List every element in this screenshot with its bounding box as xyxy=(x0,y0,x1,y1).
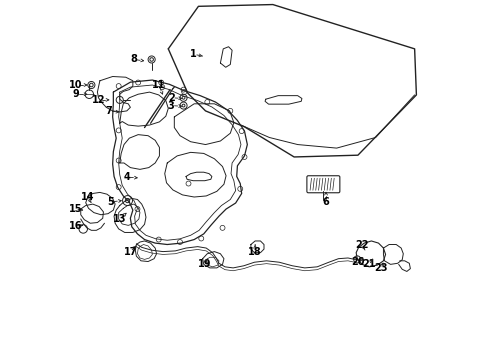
Text: 15: 15 xyxy=(69,204,82,214)
Text: 8: 8 xyxy=(130,54,137,64)
Text: 5: 5 xyxy=(107,197,114,207)
Text: 2: 2 xyxy=(168,93,175,103)
Text: 3: 3 xyxy=(167,100,174,111)
Text: 18: 18 xyxy=(248,247,262,257)
Text: 14: 14 xyxy=(81,192,94,202)
Text: 6: 6 xyxy=(322,197,329,207)
Text: 20: 20 xyxy=(350,257,364,267)
Text: 19: 19 xyxy=(198,259,211,269)
Text: 7: 7 xyxy=(105,106,112,116)
Text: 11: 11 xyxy=(152,80,165,90)
Text: 10: 10 xyxy=(69,80,82,90)
Text: 13: 13 xyxy=(113,214,126,224)
Text: 1: 1 xyxy=(189,49,196,59)
Text: 22: 22 xyxy=(355,239,368,249)
Text: 21: 21 xyxy=(362,259,375,269)
Text: 12: 12 xyxy=(92,95,105,105)
Text: 16: 16 xyxy=(69,221,82,231)
Text: 9: 9 xyxy=(72,89,79,99)
Text: 17: 17 xyxy=(123,247,137,257)
Text: 4: 4 xyxy=(123,172,130,182)
Text: 23: 23 xyxy=(374,263,387,273)
